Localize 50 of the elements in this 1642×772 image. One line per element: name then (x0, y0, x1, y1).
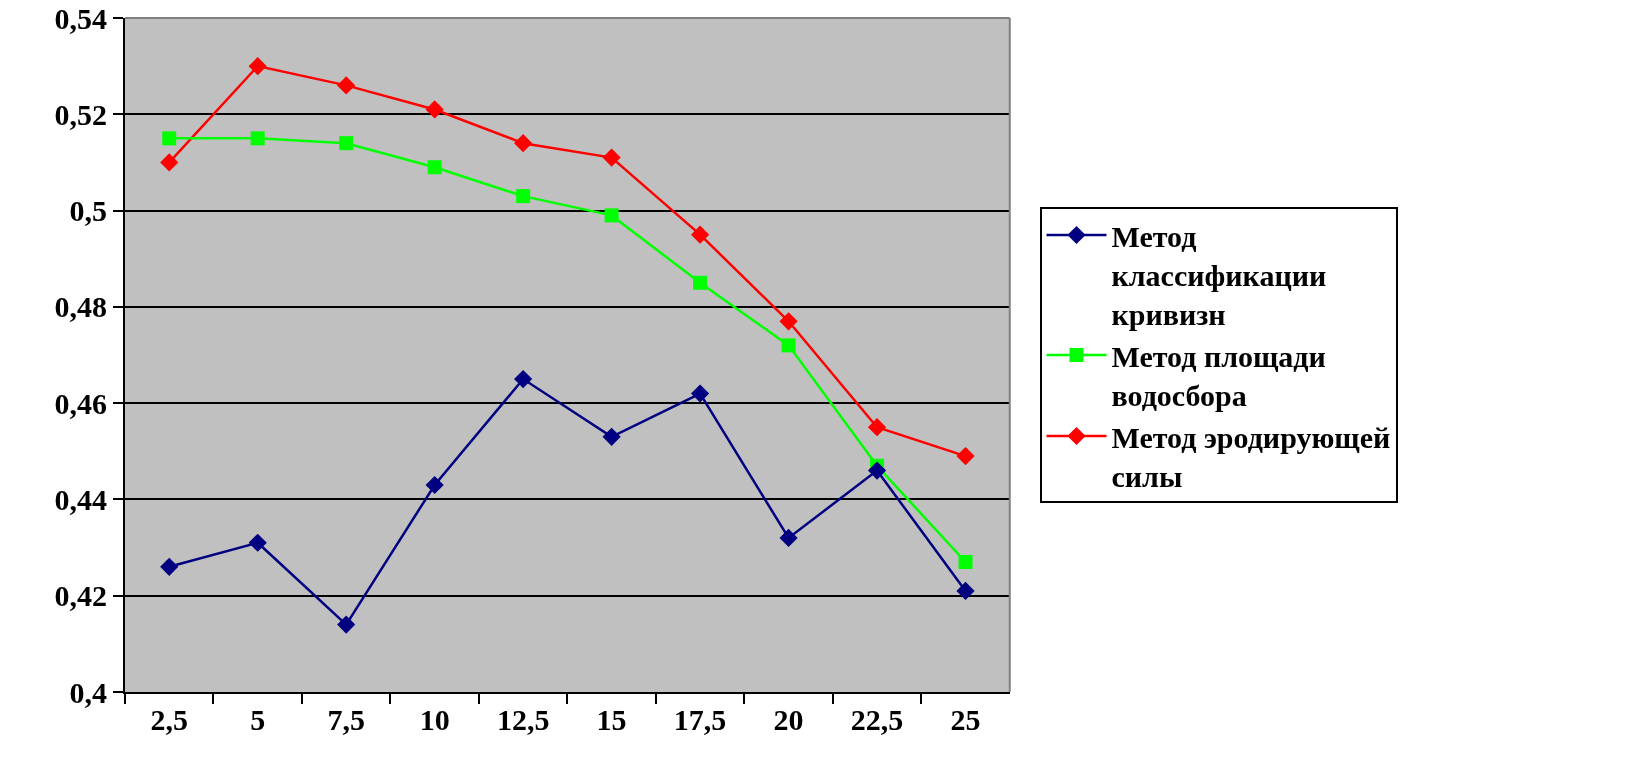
x-tick-label: 7,5 (327, 703, 365, 736)
point (867, 461, 887, 480)
point (337, 76, 356, 95)
y-tick-label: 0,48 (54, 290, 107, 324)
y-tick-label: 0,54 (54, 1, 107, 35)
y-tick-label: 0,5 (69, 194, 107, 228)
point (337, 615, 356, 634)
point (602, 148, 621, 167)
point (602, 427, 621, 446)
point (425, 100, 444, 119)
point (248, 57, 267, 76)
y-tick-label: 0,42 (54, 579, 107, 613)
point (514, 134, 533, 153)
point (956, 581, 975, 600)
point (425, 475, 444, 495)
point (693, 275, 708, 290)
legend-label: Метод классификации кривизн (1111, 219, 1327, 331)
point (958, 555, 973, 570)
point (691, 384, 710, 403)
point (339, 136, 354, 151)
point (160, 557, 179, 576)
y-tick-label: 0,52 (54, 97, 107, 131)
point (248, 533, 267, 552)
point (427, 160, 442, 175)
point (691, 225, 710, 244)
legend-label: Метод площади водосбора (1111, 339, 1326, 412)
point (867, 418, 887, 437)
x-tick-label: 12,5 (496, 703, 550, 736)
x-tick-label: 10 (419, 703, 450, 736)
x-tick-label: 5 (250, 703, 266, 736)
y-tick-label: 0,4 (69, 675, 107, 709)
legend-label: Метод эродирующей силы (1111, 420, 1391, 493)
y-tick-label: 0,44 (54, 482, 107, 516)
point (779, 312, 798, 331)
x-tick-label: 2,5 (150, 703, 188, 736)
point (781, 338, 796, 353)
x-tick-label: 22,5 (850, 703, 904, 736)
point (162, 131, 177, 146)
point (779, 528, 798, 548)
y-tick-label: 0,46 (54, 386, 107, 420)
point (160, 153, 179, 172)
x-tick-label: 15 (596, 703, 627, 736)
x-tick-label: 25 (950, 703, 981, 736)
x-tick-label: 17,5 (673, 703, 727, 736)
point (514, 369, 533, 389)
point (516, 189, 531, 204)
point (956, 447, 975, 466)
x-tick-label: 20 (773, 703, 804, 736)
point (250, 131, 265, 146)
point (604, 208, 619, 223)
